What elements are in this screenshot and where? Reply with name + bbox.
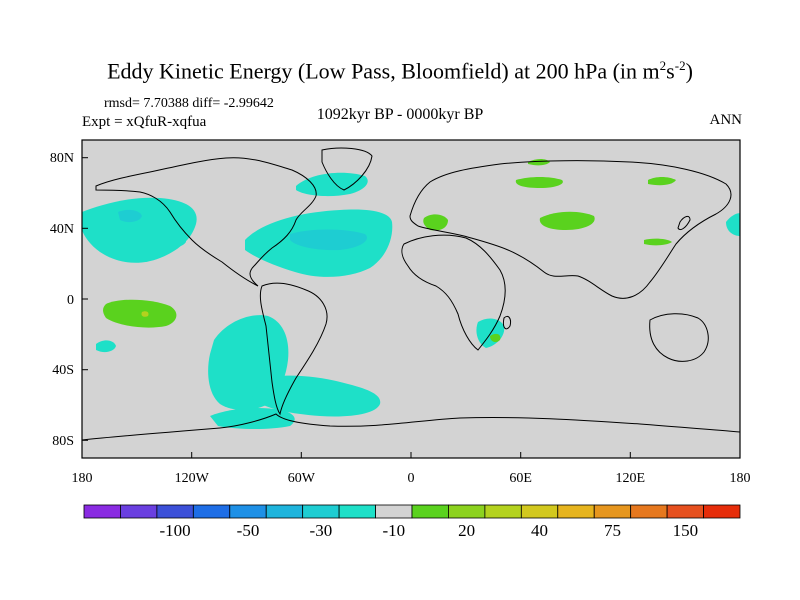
x-tick-label: 180 <box>730 471 751 486</box>
colorbar-swatch <box>593 504 632 519</box>
colorbar-label: -10 <box>382 521 405 540</box>
colorbar-swatch <box>484 504 522 519</box>
colorbar-label: 75 <box>604 521 621 540</box>
anomaly-patch-mediterranean <box>423 214 448 231</box>
anomaly-fields <box>82 159 740 429</box>
anomaly-patch-southern-africa-east <box>490 333 501 343</box>
x-tick-label: 0 <box>408 471 415 486</box>
x-tick-label: 180 <box>72 471 93 486</box>
colorbar-swatch <box>703 504 741 519</box>
colorbar-swatch <box>83 504 121 519</box>
anomaly-patch-north-pacific-core <box>118 209 142 223</box>
anomaly-patch-east-asia <box>644 238 672 246</box>
coastline-australia <box>649 313 709 362</box>
colorbar-swatch <box>630 504 668 519</box>
anomaly-patch-tropical-pacific <box>103 299 177 328</box>
x-tick-label: 120E <box>616 471 646 486</box>
colorbar-swatch <box>120 504 158 519</box>
colorbar-swatch <box>192 504 231 519</box>
colorbar-swatch <box>666 504 704 519</box>
anomaly-patch-tropical-pacific-core <box>141 311 149 317</box>
colorbar-swatch <box>156 504 194 519</box>
colorbar-swatch <box>229 504 267 519</box>
x-tick-label: 60W <box>288 471 316 486</box>
colorbar <box>83 504 741 519</box>
rmsd-stats: rmsd= 7.70388 diff= -2.99642 <box>104 96 274 111</box>
map-background <box>82 140 740 458</box>
x-tick-label: 60E <box>509 471 532 486</box>
anomaly-patch-north-america <box>296 172 368 197</box>
colorbar-swatch <box>302 504 340 519</box>
anomaly-patch-east-siberia <box>648 177 676 186</box>
colorbar-swatch <box>448 504 486 519</box>
x-axis-labels: 180 120W 60W 0 60E 120E 180 <box>72 471 751 486</box>
colorbar-swatch <box>265 504 304 519</box>
colorbar-swatch <box>338 504 376 519</box>
coastline-north-america <box>95 157 317 287</box>
coastline-eurasia <box>409 160 732 299</box>
y-tick-label: 0 <box>67 293 74 308</box>
anomaly-patch-north-pacific <box>82 197 197 263</box>
colorbar-label: 40 <box>531 521 548 540</box>
anomaly-patch-western-pacific <box>96 340 116 353</box>
anomaly-patch-siberia <box>515 177 563 188</box>
anomaly-patch-north-atlantic-core <box>290 229 368 251</box>
colorbar-label: 150 <box>673 521 699 540</box>
coastlines <box>82 147 740 441</box>
experiment-label: Expt = xQfuR-xqfua <box>82 114 207 130</box>
colorbar-label: -100 <box>160 521 191 540</box>
period-label: 1092kyr BP - 0000kyr BP <box>316 106 484 123</box>
coastline-madagascar <box>503 315 511 330</box>
coastline-japan <box>677 215 691 231</box>
anomaly-patch-central-asia <box>539 211 595 230</box>
colorbar-label: 20 <box>458 521 475 540</box>
y-tick-label: 80S <box>52 434 74 449</box>
anomaly-patch-southern-ocean <box>210 408 295 429</box>
anomaly-patch-tasman <box>726 213 740 236</box>
colorbar-labels: -100 -50 -30 -10 20 40 75 150 <box>160 521 699 540</box>
y-tick-label: 80N <box>50 151 74 166</box>
coastline-south-america <box>259 282 328 416</box>
axis-ticks <box>81 157 741 458</box>
y-axis-labels: 80N 40N 0 40S 80S <box>50 151 74 449</box>
coastline-greenland <box>321 147 373 191</box>
anomaly-patch-south-atlantic <box>252 375 381 417</box>
colorbar-swatch <box>411 504 449 519</box>
season-label: ANN <box>709 112 743 128</box>
colorbar-label: -30 <box>310 521 333 540</box>
colorbar-swatch <box>557 504 595 519</box>
x-tick-label: 120W <box>175 471 210 486</box>
colorbar-swatch <box>375 504 413 519</box>
map-title: Eddy Kinetic Energy (Low Pass, Bloomfiel… <box>107 58 693 84</box>
colorbar-label: -50 <box>237 521 260 540</box>
coastline-antarctica <box>82 413 740 441</box>
y-tick-label: 40N <box>50 222 74 237</box>
anomaly-patch-western-us <box>168 235 186 247</box>
colorbar-swatch <box>520 504 559 519</box>
coastline-africa <box>401 234 506 351</box>
y-tick-label: 40S <box>52 363 74 378</box>
